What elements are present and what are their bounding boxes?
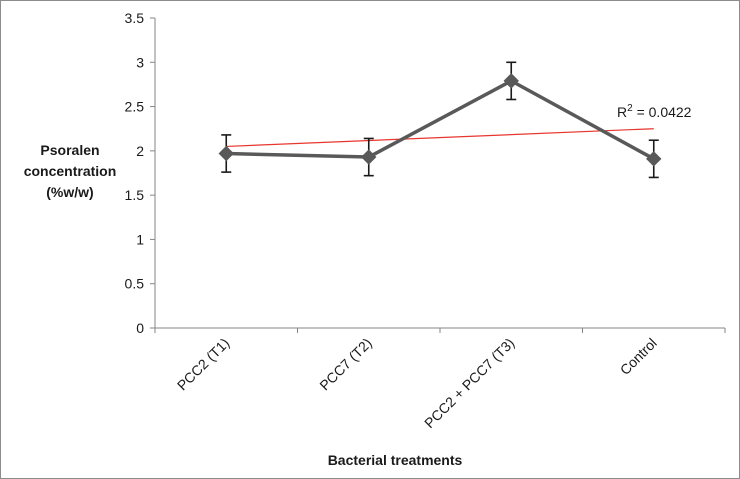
y-tick-label: 3.5: [125, 10, 145, 26]
trendline: [226, 128, 654, 148]
data-point-marker: [218, 145, 234, 162]
x-tick-label: PCC7 (T2): [316, 335, 375, 394]
x-tick-label: PCC2 (T1): [174, 335, 233, 394]
x-tick-label: PCC2 + PCC7 (T3): [421, 335, 517, 431]
r2-prefix: R: [617, 104, 627, 120]
y-tick-labels: 0 0.5 1 1.5 2 2.5 3 3.5: [125, 10, 145, 336]
r2-superscript: 2: [627, 103, 633, 114]
y-tick-label: 1.5: [125, 187, 145, 203]
trendline-group: [226, 128, 654, 148]
y-axis-title-line: (%w/w): [46, 184, 93, 200]
r2-value: = 0.0422: [633, 104, 692, 120]
y-tick-label: 0: [136, 320, 144, 336]
y-tick-label: 2: [136, 143, 144, 159]
x-axis-title: Bacterial treatments: [328, 452, 463, 468]
x-tick-labels: PCC2 (T1) PCC7 (T2) PCC2 + PCC7 (T3) Contro…: [174, 335, 660, 431]
y-axis-title: Psoralen concentration (%w/w): [24, 142, 117, 200]
y-tick-label: 2.5: [125, 99, 145, 115]
x-tick-label: Control: [617, 335, 660, 378]
data-point-marker: [503, 73, 519, 89]
y-axis-title-line: Psoralen: [40, 142, 99, 158]
series-line: [226, 79, 655, 161]
data-point-marker: [361, 149, 377, 165]
y-axis-title-line: concentration: [24, 163, 117, 179]
series-group: [218, 61, 662, 179]
y-tick-label: 0.5: [125, 276, 145, 292]
data-point-marker: [646, 151, 662, 167]
y-tick-label: 1: [136, 231, 144, 247]
axes: [150, 17, 726, 333]
trendline-r2-label: R2 = 0.0422: [617, 103, 692, 120]
y-tick-label: 3: [136, 54, 144, 70]
